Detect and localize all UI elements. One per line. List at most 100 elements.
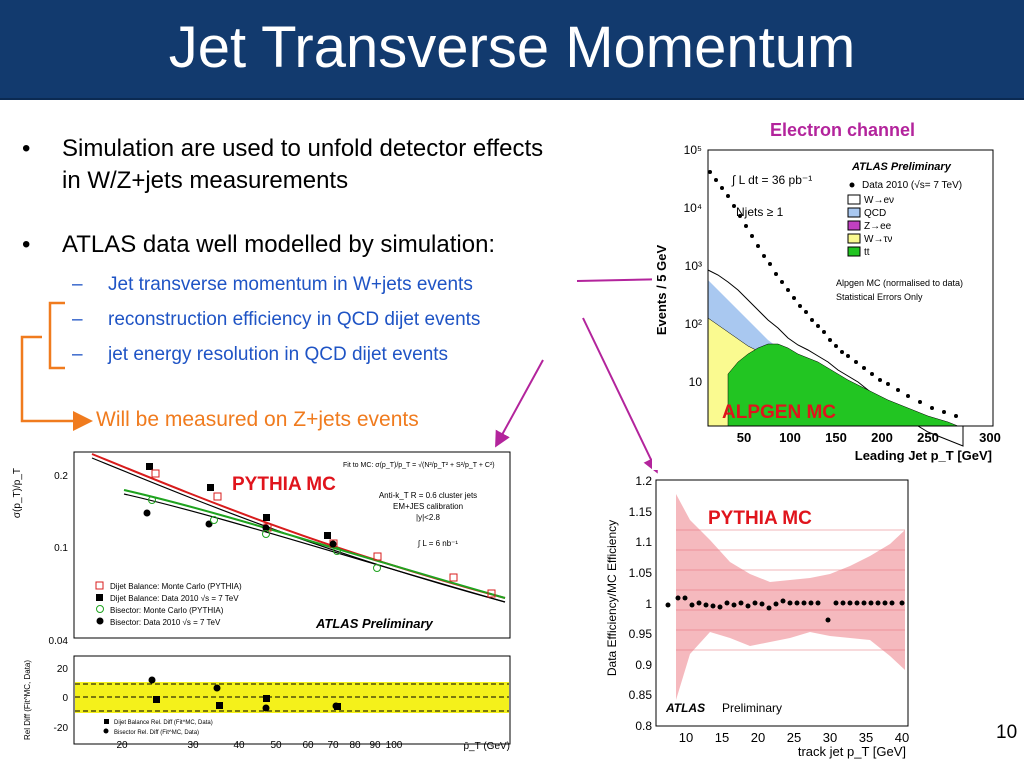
resolution-plot: 0.2 0.1 0.04 σ(p_T)/p_T Fit to MC: σ(p_T… — [12, 451, 511, 752]
x-tick: 30 — [187, 740, 199, 751]
bullet-atlas-data: • ATLAS data well modelled by simulation… — [22, 229, 582, 261]
alpgen-mc-label: ALPGEN MC — [722, 402, 836, 423]
legend-item: tt — [864, 247, 870, 258]
x-tick: 60 — [302, 740, 314, 751]
y-tick: 10² — [685, 317, 702, 331]
x-tick: 40 — [233, 740, 245, 751]
legend-item: Z→ee — [864, 221, 892, 232]
legend-item: W→τν — [864, 234, 892, 245]
note-stat-errors: Statistical Errors Only — [836, 292, 923, 302]
y-tick: 10⁴ — [683, 201, 702, 215]
legend-item: Dijet Balance: Monte Carlo (PYTHIA) — [110, 582, 242, 591]
ttbar-histogram — [727, 343, 959, 427]
preliminary-label: Preliminary — [722, 701, 782, 715]
ratio-y-tick: -20 — [54, 723, 69, 734]
x-tick: 10 — [679, 730, 693, 745]
data-points — [708, 170, 958, 418]
title-bar: Jet Transverse Momentum — [0, 0, 1024, 100]
y-tick: 0.1 — [54, 543, 68, 554]
y-tick: 0.2 — [54, 471, 68, 482]
data-bisector-fit — [123, 493, 506, 603]
ratio-y-tick: 20 — [57, 664, 69, 675]
plot-frame — [707, 149, 994, 427]
orange-note: Will be measured on Z+jets events — [96, 408, 419, 431]
dash-icon: – — [72, 344, 83, 365]
x-tick: 100 — [386, 740, 403, 751]
arrow-to-resolution-plot — [495, 359, 544, 448]
bullet-dot-icon: • — [22, 231, 31, 258]
x-tick: 30 — [823, 730, 837, 745]
x-tick: 25 — [787, 730, 801, 745]
x-tick: 15 — [715, 730, 729, 745]
legend-item: QCD — [864, 208, 886, 219]
pythia-right-label: PYTHIA MC — [708, 508, 812, 529]
y-axis-label: σ(p_T)/p_T — [12, 468, 23, 518]
orange-arrow — [20, 335, 93, 431]
y-tick: 0.8 — [635, 719, 652, 733]
x-tick: 70 — [327, 740, 339, 751]
y-tick: 10⁵ — [684, 143, 702, 157]
ratio-legend-item: Bisector Rel. Diff (Fit^MC, Data) — [114, 730, 199, 736]
bullet-simulation: • Simulation are used to unfold detector… — [22, 133, 562, 203]
subbullet-text: reconstruction efficiency in QCD dijet e… — [108, 309, 481, 330]
legend-item: Bisector: Data 2010 √s = 7 TeV — [110, 618, 221, 627]
ratio-y-tick: 0 — [62, 693, 68, 704]
ratio-legend-item: Dijet Balance Rel. Diff (Fit^MC, Data) — [114, 720, 213, 726]
mc-bisector-fit — [123, 489, 506, 599]
note-normalised: Alpgen MC (normalised to data) — [836, 278, 963, 288]
x-tick: 200 — [871, 430, 893, 445]
hatch-lines — [676, 529, 905, 651]
orange-bracket-inner — [48, 301, 65, 370]
x-tick: 250 — [917, 430, 939, 445]
page-number: 10 — [996, 722, 1018, 743]
pythia-left-label: PYTHIA MC — [232, 474, 336, 495]
y-axis-label: Events / 5 GeV — [654, 245, 669, 336]
bullet-text: Simulation are used to unfold detector e… — [62, 135, 544, 194]
y-tick: 10 — [689, 375, 703, 389]
main-frame — [73, 451, 511, 639]
y-axis-label: Data Efficiency/MC Efficiency — [605, 520, 619, 676]
legend-item: W→eν — [864, 195, 894, 206]
dash-icon: – — [72, 309, 83, 330]
dash-icon: – — [72, 274, 83, 295]
x-tick: 150 — [825, 430, 847, 445]
x-tick: 50 — [270, 740, 282, 751]
ratio-y-axis-label: Rel Diff (Fit^MC, Data) — [23, 660, 32, 740]
fit-formula: Fit to MC: σ(p_T)/p_T = √(N²/p_T² + S²/p… — [343, 461, 495, 469]
y-tick: 0.9 — [635, 658, 652, 672]
y-tick: 0.04 — [49, 636, 69, 647]
subbullet-text: jet energy resolution in QCD dijet event… — [108, 344, 449, 365]
slide-title: Jet Transverse Momentum — [168, 15, 856, 80]
x-tick: 20 — [751, 730, 765, 745]
x-tick: 20 — [116, 740, 128, 751]
x-tick: 300 — [979, 430, 1001, 445]
y-tick: 1.05 — [629, 566, 653, 580]
x-tick: 100 — [779, 430, 801, 445]
legend: Dijet Balance: Monte Carlo (PYTHIA) Dije… — [95, 581, 242, 627]
uncertainty-band — [676, 494, 905, 700]
y-tick: 1 — [645, 597, 652, 611]
ratio-points — [665, 595, 905, 623]
y-tick: 0.95 — [629, 627, 653, 641]
x-tick: 90 — [369, 740, 381, 751]
efficiency-plot: 1.2 1.15 1.1 1.05 1 0.95 0.9 0.85 0.8 Da… — [605, 474, 909, 759]
info-line: ∫ L = 6 nb⁻¹ — [417, 539, 458, 548]
info-line: EM+JES calibration — [393, 502, 463, 511]
atlas-label: ATLAS — [665, 701, 705, 715]
y-tick: 10³ — [685, 259, 702, 273]
x-tick: 35 — [859, 730, 873, 745]
lumi-label: ∫ L dt = 36 pb⁻¹ — [731, 173, 812, 187]
x-axis-label: Leading Jet p_T [GeV] — [855, 448, 992, 463]
info-line: |y|<2.8 — [416, 513, 441, 522]
bisector-points — [143, 496, 381, 572]
legend-item: Bisector: Monte Carlo (PYTHIA) — [110, 606, 224, 615]
electron-channel-plot: 10⁵ 10⁴ 10³ 10² 10 50 100 150 200 250 30… — [652, 140, 1012, 470]
y-tick: 1.2 — [635, 474, 652, 488]
ratio-points — [148, 676, 341, 712]
x-tick: 80 — [349, 740, 361, 751]
atlas-preliminary-label: ATLAS Preliminary — [315, 616, 434, 631]
bullet-text: ATLAS data well modelled by simulation: — [62, 231, 496, 258]
subbullet-text: Jet transverse momentum in W+jets events — [108, 274, 473, 295]
bullet-dot-icon: • — [22, 135, 31, 162]
arrow-to-efficiency-plot — [582, 317, 659, 474]
